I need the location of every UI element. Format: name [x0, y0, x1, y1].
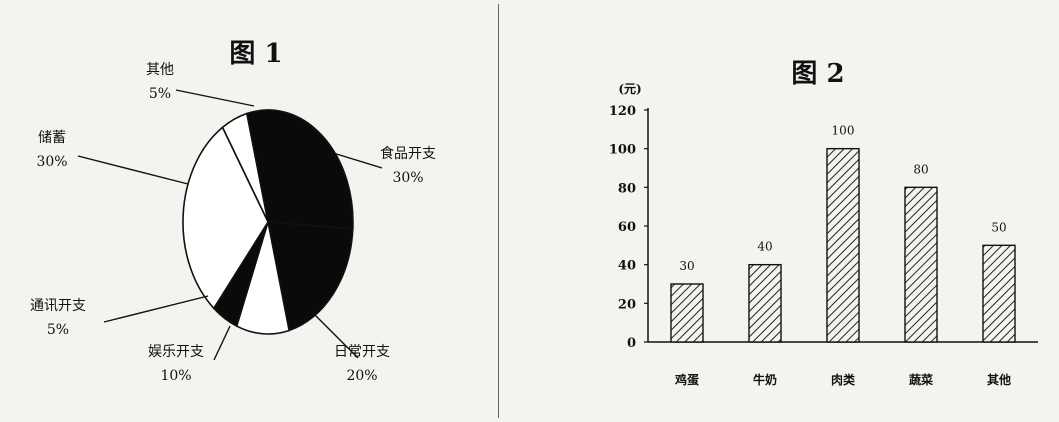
bar-value-label-1: 30 — [679, 259, 694, 273]
y-tick-label-3: 60 — [618, 220, 636, 235]
pie-slice-value-1: 5% — [149, 86, 171, 102]
bar-chart-panel: 图 2 (元) 0 20 40 60 80 100 120 30 40 100 80 50 鸡蛋 牛奶… — [500, 0, 1059, 418]
bar-chart-title: 图 2 — [791, 59, 844, 89]
bar-value-label-5: 50 — [991, 220, 1006, 234]
pie-slice-label-4: 娱乐开支 — [148, 344, 204, 360]
pie-slice-3 — [267, 221, 354, 332]
pie-leader-line-5 — [103, 295, 209, 323]
y-tick-label-4: 80 — [618, 181, 636, 196]
bar-3 — [826, 147, 860, 343]
y-tick-label-0: 0 — [627, 336, 636, 351]
x-category-label-5: 其他 — [987, 372, 1011, 387]
pie-slice-2 — [245, 109, 354, 230]
pie-leader-line-1 — [175, 89, 255, 107]
bar-2 — [748, 263, 782, 343]
pie-slice-value-6: 30% — [36, 154, 67, 170]
pie-slice-value-5: 5% — [47, 322, 69, 338]
pie-slice-value-4: 10% — [160, 368, 191, 384]
bar-1 — [670, 283, 704, 343]
y-axis-unit-label: (元) — [618, 82, 641, 96]
pie-slice-label-1: 其他 — [146, 62, 174, 78]
x-category-label-2: 牛奶 — [753, 372, 777, 387]
pie-slice-label-3: 日常开支 — [334, 344, 390, 360]
pie-chart-title: 图 1 — [229, 39, 282, 69]
bar-chart: 图 2 (元) 0 20 40 60 80 100 120 30 40 100 80 50 鸡蛋 牛奶… — [609, 59, 1038, 387]
pie-leader-line-3 — [311, 311, 359, 359]
pie-leader-line-2 — [329, 151, 383, 169]
bar-value-label-2: 40 — [757, 240, 772, 254]
x-category-label-3: 肉类 — [831, 372, 856, 387]
x-category-label-4: 蔬菜 — [909, 372, 933, 387]
y-tick-label-2: 40 — [618, 259, 636, 274]
bar-5 — [982, 244, 1016, 343]
pie-slice-6 — [182, 126, 269, 310]
pie-chart: 图 1 其他 5% 食品开支 30% 日常开支 20% 娱乐开支 10% 通讯开支 5% 储蓄 30% — [30, 39, 436, 384]
pie-slice-label-6: 储蓄 — [38, 130, 66, 146]
pie-slice-value-2: 30% — [392, 170, 423, 186]
y-tick-label-6: 120 — [609, 104, 636, 119]
panel-divider — [498, 4, 499, 418]
bar-4 — [904, 186, 938, 343]
pie-slice-label-2: 食品开支 — [380, 145, 436, 162]
pie-leader-line-4 — [213, 325, 231, 361]
x-category-label-1: 鸡蛋 — [674, 372, 699, 387]
pie-chart-panel: 图 1 其他 5% 食品开支 30% 日常开支 20% 娱乐开支 10% 通讯开支 5% 储蓄 30% — [0, 0, 500, 418]
pie-slice-label-5: 通讯开支 — [30, 298, 86, 314]
y-tick-label-5: 100 — [609, 143, 636, 158]
y-tick-label-1: 20 — [618, 297, 636, 312]
pie-leader-line-6 — [77, 155, 189, 185]
pie-slice-value-3: 20% — [346, 368, 377, 384]
bar-value-label-3: 100 — [832, 124, 855, 138]
bar-value-label-4: 80 — [913, 162, 928, 176]
